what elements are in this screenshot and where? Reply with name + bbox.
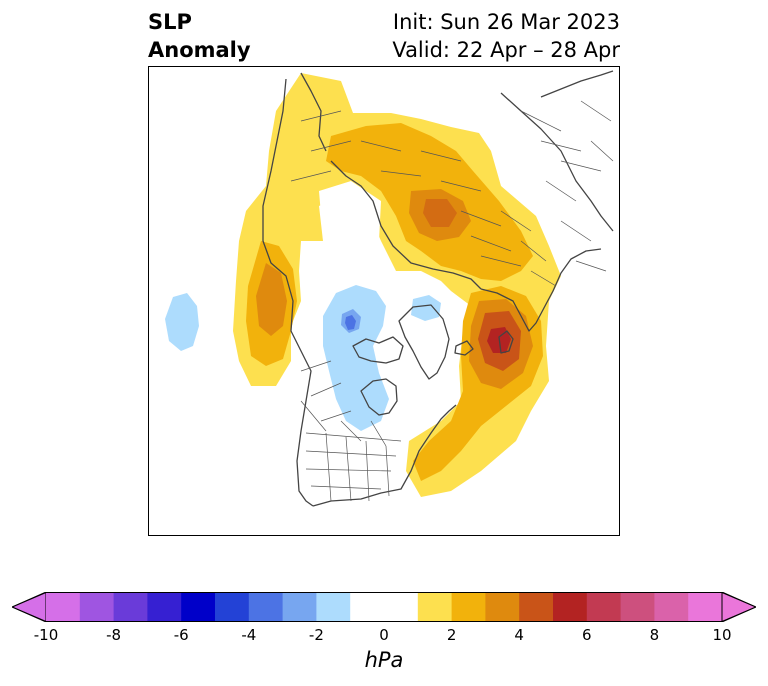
country-borders (290, 100, 614, 502)
colorbar-tick-label: -6 (173, 626, 189, 644)
date-info: Init: Sun 26 Mar 2023 Valid: 22 Apr – 28… (392, 8, 620, 64)
colorbar-segment (384, 592, 419, 622)
colorbar-tick-label: 4 (514, 626, 524, 644)
colorbar-under-arrow (12, 592, 47, 622)
contour-pos-1-pacific-gap (319, 181, 381, 261)
coastline-greenland (398, 304, 450, 380)
borders-canada (300, 360, 387, 447)
contour-pos-4-siberia (423, 199, 457, 227)
coastline-arctic-archipelago (352, 336, 404, 364)
contour-neg-3-arctic (345, 315, 356, 330)
coastline-india (540, 70, 614, 98)
anomaly-map (148, 66, 620, 536)
colorbar-tick-label: 0 (379, 626, 389, 644)
colorbar-segment (46, 592, 81, 622)
colorbar-segment (181, 592, 216, 622)
coastline-north-america-west (262, 78, 314, 507)
colorbar-segment (215, 592, 250, 622)
coastline-asia-east (300, 72, 327, 152)
anomaly-contours-negative (165, 285, 441, 431)
colorbar-segment (147, 592, 182, 622)
borders-usa (305, 432, 402, 502)
colorbar-segment (350, 592, 385, 622)
contour-neg-1-pacific (165, 293, 199, 351)
coastline-hudson-bay (360, 378, 398, 416)
colorbar-segment (586, 592, 622, 622)
colorbar-segment (688, 592, 723, 622)
colorbar-segment (248, 592, 284, 622)
colorbar-tick-label: -2 (308, 626, 324, 644)
coastline-siberia (330, 160, 482, 290)
title-line-1: SLP (148, 10, 192, 34)
colorbar-tick-label: -8 (106, 626, 122, 644)
map-canvas (165, 70, 614, 507)
coastline-uk (498, 330, 514, 354)
colorbar-ticks: -10 -8 -6 -4 -2 0 2 4 6 8 10 (0, 626, 768, 646)
colorbar-segment (519, 592, 554, 622)
colorbar-segment (79, 592, 115, 622)
colorbar-tick-label: -4 (241, 626, 257, 644)
colorbar-segment (620, 592, 655, 622)
coastline-europe (480, 248, 602, 332)
colorbar-tick-label: 6 (582, 626, 592, 644)
colorbar-over-arrow (721, 592, 756, 622)
colorbar-segment (485, 592, 520, 622)
borders-eurasia (290, 110, 607, 287)
colorbar-tick-label: 2 (446, 626, 457, 644)
valid-range: Valid: 22 Apr – 28 Apr (392, 38, 620, 62)
colorbar-unit: hPa (364, 648, 404, 672)
contour-pos-3-alaska (256, 263, 287, 336)
colorbar-segment (417, 592, 453, 622)
title-line-2: Anomaly (148, 38, 251, 62)
colorbar-segment (316, 592, 351, 622)
colorbar-tick-label: 10 (712, 626, 732, 644)
contour-neg-1-greenland (411, 295, 441, 321)
coastline-asia-interior (500, 92, 614, 232)
contour-neg-1-arctic (323, 285, 389, 431)
colorbar-segment (282, 592, 317, 622)
map-title: SLP Anomaly (148, 8, 251, 64)
colorbar-tick-label: -10 (33, 626, 59, 644)
colorbar-segment (451, 592, 486, 622)
init-date: Init: Sun 26 Mar 2023 (392, 10, 620, 34)
colorbar-segment (553, 592, 588, 622)
colorbar-tick-label: 8 (649, 626, 660, 644)
colorbar (12, 592, 756, 622)
coastlines (262, 70, 614, 507)
coastline-iceland (454, 340, 474, 356)
colorbar-outline (12, 592, 756, 622)
colorbar-segment (654, 592, 689, 622)
colorbar-segment (113, 592, 148, 622)
borders-asia-south (520, 100, 614, 172)
